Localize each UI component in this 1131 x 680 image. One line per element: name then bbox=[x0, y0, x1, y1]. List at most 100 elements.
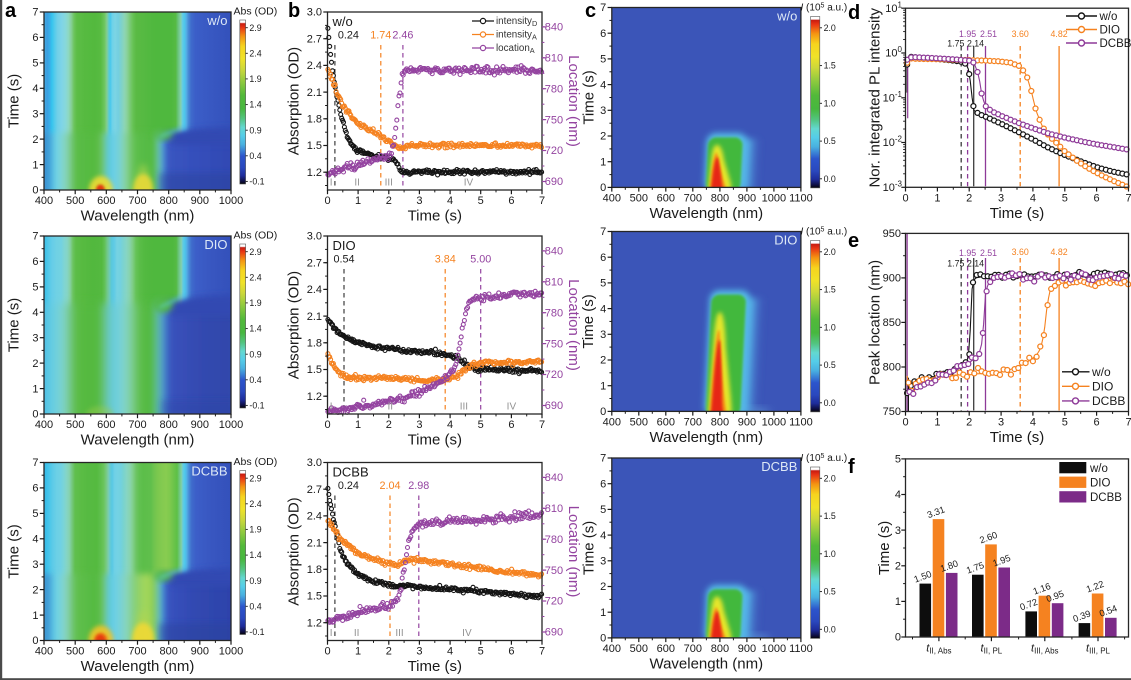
svg-text:0.9: 0.9 bbox=[249, 576, 261, 586]
svg-text:800: 800 bbox=[160, 646, 178, 658]
svg-text:2.51: 2.51 bbox=[980, 248, 997, 258]
svg-text:DCBB: DCBB bbox=[333, 465, 369, 480]
svg-text:0: 0 bbox=[902, 417, 908, 429]
svg-text:0: 0 bbox=[600, 406, 606, 418]
svg-text:0.4: 0.4 bbox=[249, 151, 261, 161]
svg-text:1.8: 1.8 bbox=[307, 564, 322, 576]
svg-text:1000: 1000 bbox=[219, 646, 243, 658]
svg-text:0.54: 0.54 bbox=[333, 254, 354, 266]
svg-text:2.04: 2.04 bbox=[379, 480, 400, 492]
svg-text:IV: IV bbox=[507, 402, 517, 413]
svg-text:810: 810 bbox=[545, 503, 563, 515]
svg-text:3: 3 bbox=[32, 332, 38, 344]
svg-text:1.4: 1.4 bbox=[249, 324, 261, 334]
svg-text:5: 5 bbox=[600, 504, 606, 516]
svg-text:500: 500 bbox=[630, 193, 648, 205]
svg-text:2.9: 2.9 bbox=[249, 247, 261, 257]
svg-text:400: 400 bbox=[35, 419, 53, 431]
svg-text:4: 4 bbox=[447, 646, 453, 658]
svg-text:DIO: DIO bbox=[204, 237, 227, 252]
svg-text:1.8: 1.8 bbox=[307, 338, 322, 350]
svg-text:750: 750 bbox=[545, 114, 563, 126]
svg-text:5: 5 bbox=[32, 282, 38, 294]
svg-text:5: 5 bbox=[600, 278, 606, 290]
svg-text:400: 400 bbox=[603, 417, 621, 429]
svg-text:600: 600 bbox=[97, 195, 115, 207]
svg-text:2: 2 bbox=[966, 193, 972, 205]
svg-text:7: 7 bbox=[32, 457, 38, 469]
svg-text:3.60: 3.60 bbox=[1012, 247, 1029, 257]
svg-text:2: 2 bbox=[32, 134, 38, 146]
svg-text:0.0: 0.0 bbox=[824, 398, 836, 408]
svg-text:6: 6 bbox=[508, 195, 514, 207]
svg-text:4: 4 bbox=[1030, 193, 1036, 205]
svg-text:5: 5 bbox=[478, 646, 484, 658]
svg-text:Location (nm): Location (nm) bbox=[565, 55, 582, 147]
svg-text:810: 810 bbox=[545, 277, 563, 289]
svg-text:4: 4 bbox=[600, 303, 606, 315]
svg-text:tIII, PL: tIII, PL bbox=[1086, 643, 1111, 656]
svg-text:0.9: 0.9 bbox=[249, 125, 261, 135]
svg-text:f: f bbox=[848, 456, 855, 478]
svg-text:I: I bbox=[330, 178, 333, 189]
svg-text:1.5: 1.5 bbox=[824, 285, 836, 295]
svg-text:3: 3 bbox=[895, 525, 901, 537]
svg-text:IV: IV bbox=[464, 178, 474, 189]
svg-text:6: 6 bbox=[1094, 417, 1100, 429]
svg-text:800: 800 bbox=[883, 362, 901, 374]
svg-text:4: 4 bbox=[32, 534, 38, 546]
svg-text:3.0: 3.0 bbox=[307, 231, 322, 243]
svg-text:d: d bbox=[848, 2, 860, 24]
svg-text:locationA: locationA bbox=[496, 43, 535, 55]
svg-text:I: I bbox=[330, 628, 333, 639]
svg-text:3: 3 bbox=[998, 193, 1004, 205]
svg-text:Location (nm): Location (nm) bbox=[565, 506, 582, 598]
svg-text:2.4: 2.4 bbox=[307, 60, 322, 72]
svg-text:DCBB: DCBB bbox=[1100, 38, 1131, 50]
svg-text:1.0: 1.0 bbox=[824, 98, 836, 108]
svg-text:7: 7 bbox=[539, 419, 545, 431]
svg-text:Wavelength (nm): Wavelength (nm) bbox=[81, 208, 195, 225]
svg-text:1.74: 1.74 bbox=[370, 30, 391, 42]
svg-text:DIO: DIO bbox=[1100, 24, 1121, 36]
svg-text:Wavelength (nm): Wavelength (nm) bbox=[649, 429, 763, 446]
svg-text:2.7: 2.7 bbox=[307, 33, 322, 45]
svg-text:4: 4 bbox=[447, 195, 453, 207]
svg-text:2: 2 bbox=[386, 646, 392, 658]
svg-text:1000: 1000 bbox=[762, 193, 786, 205]
svg-text:2: 2 bbox=[32, 584, 38, 596]
svg-text:0: 0 bbox=[324, 195, 330, 207]
svg-text:500: 500 bbox=[66, 646, 84, 658]
svg-text:400: 400 bbox=[603, 193, 621, 205]
svg-text:1.5: 1.5 bbox=[307, 140, 322, 152]
svg-text:III: III bbox=[395, 628, 403, 639]
svg-text:2.4: 2.4 bbox=[249, 48, 261, 58]
svg-text:900: 900 bbox=[191, 419, 209, 431]
svg-text:1.4: 1.4 bbox=[249, 100, 261, 110]
svg-text:III: III bbox=[460, 402, 468, 413]
svg-text:1: 1 bbox=[355, 419, 361, 431]
svg-text:0: 0 bbox=[600, 633, 606, 645]
svg-text:2.1: 2.1 bbox=[307, 537, 322, 549]
svg-text:Time (s): Time (s) bbox=[580, 521, 597, 575]
svg-text:1.8: 1.8 bbox=[307, 114, 322, 126]
svg-text:900: 900 bbox=[191, 646, 209, 658]
svg-text:1: 1 bbox=[934, 417, 940, 429]
svg-text:tII, PL: tII, PL bbox=[981, 643, 1003, 656]
svg-text:750: 750 bbox=[545, 565, 563, 577]
svg-text:500: 500 bbox=[630, 643, 648, 655]
svg-text:4: 4 bbox=[32, 307, 38, 319]
svg-text:1.0: 1.0 bbox=[824, 549, 836, 559]
svg-text:500: 500 bbox=[66, 419, 84, 431]
svg-text:600: 600 bbox=[657, 193, 675, 205]
svg-text:4: 4 bbox=[447, 419, 453, 431]
svg-text:2.1: 2.1 bbox=[307, 311, 322, 323]
svg-text:6: 6 bbox=[32, 256, 38, 268]
svg-text:Abs (OD): Abs (OD) bbox=[234, 456, 278, 468]
svg-text:2.46: 2.46 bbox=[392, 30, 413, 42]
svg-text:3: 3 bbox=[416, 646, 422, 658]
svg-text:Absorption (OD): Absorption (OD) bbox=[286, 497, 303, 605]
svg-text:-0.1: -0.1 bbox=[249, 627, 264, 637]
svg-text:2.4: 2.4 bbox=[249, 499, 261, 509]
svg-text:7: 7 bbox=[32, 7, 38, 19]
